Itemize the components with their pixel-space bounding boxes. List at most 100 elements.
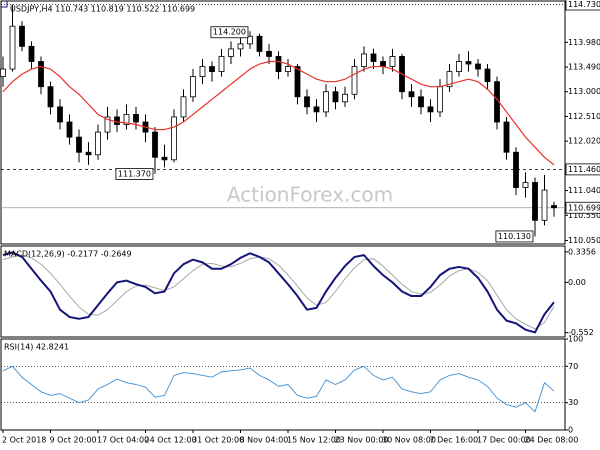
y-tick-label: 0.00 bbox=[568, 278, 586, 287]
macd-signal bbox=[2, 254, 555, 330]
candle-body bbox=[199, 66, 206, 78]
price-annotation: 110.130 bbox=[498, 232, 531, 241]
x-tick-label: 2 Oct 2018 bbox=[2, 436, 46, 445]
label-box bbox=[495, 230, 534, 243]
y-tick-label: 113.980 bbox=[568, 38, 600, 47]
candle-body bbox=[446, 71, 453, 88]
chart-icon bbox=[0, 0, 8, 8]
candle-body bbox=[532, 182, 538, 221]
label-box bbox=[565, 0, 600, 11]
y-tick-label: 110.550 bbox=[568, 211, 600, 220]
candle-body bbox=[247, 35, 253, 45]
x-tick-label: 24 Oct 12:00 bbox=[145, 436, 197, 445]
candle-body bbox=[228, 48, 234, 57]
candle-body bbox=[171, 116, 177, 161]
candle-body bbox=[218, 56, 225, 72]
x-tick-label: 23 Nov 00:00 bbox=[335, 436, 389, 445]
panel-title: USDJPY,H4 110.743 110.819 110.522 110.69… bbox=[10, 5, 195, 14]
candle-body bbox=[19, 25, 25, 47]
candle-body bbox=[123, 114, 130, 125]
y-tick-label: 112.020 bbox=[568, 137, 600, 146]
candle-body bbox=[114, 116, 120, 125]
x-tick-label: 24 Dec 08:00 bbox=[525, 436, 579, 445]
candle-body bbox=[389, 56, 396, 67]
label-box bbox=[565, 201, 600, 214]
x-tick-label: 30 Nov 08:00 bbox=[382, 436, 436, 445]
price-annotation: 114.200 bbox=[213, 28, 246, 37]
candle-body bbox=[323, 91, 329, 113]
x-tick-label: 31 Oct 20:00 bbox=[192, 436, 244, 445]
candle-body bbox=[522, 182, 529, 188]
y-tick-label: 111.040 bbox=[568, 186, 600, 195]
candle-body bbox=[551, 205, 557, 209]
x-tick-label: 7 Dec 16:00 bbox=[430, 436, 479, 445]
candle-body bbox=[152, 131, 158, 158]
candle-body bbox=[95, 131, 101, 156]
y-tick-label: 112.510 bbox=[568, 112, 600, 121]
label-box bbox=[210, 26, 249, 39]
candle-body bbox=[85, 151, 92, 156]
y-tick-label: 100 bbox=[568, 335, 583, 344]
candle-body bbox=[361, 53, 367, 67]
candle-body bbox=[133, 114, 139, 123]
candle-body bbox=[313, 106, 320, 113]
watermark: ActionForex.com bbox=[227, 183, 393, 207]
candle-body bbox=[408, 91, 415, 98]
candle-body bbox=[332, 91, 339, 103]
candle-body bbox=[0, 68, 6, 78]
panel-frame bbox=[0, 245, 566, 338]
candle-body bbox=[28, 45, 35, 62]
x-tick-label: 17 Dec 00:00 bbox=[477, 436, 531, 445]
candle-body bbox=[256, 35, 263, 52]
candle-body bbox=[475, 63, 481, 70]
candle-body bbox=[66, 121, 73, 138]
candle-body bbox=[38, 61, 44, 88]
candle-body bbox=[304, 96, 310, 108]
y-tick-label: 110.050 bbox=[568, 236, 600, 245]
label-box bbox=[565, 163, 600, 176]
y-tick-label: 0 bbox=[568, 426, 573, 435]
candle-body bbox=[484, 68, 491, 83]
candle-body bbox=[275, 56, 282, 72]
candle-body bbox=[418, 96, 424, 108]
y-tick-label: 113.490 bbox=[568, 63, 600, 72]
y-tick-label: 30 bbox=[568, 398, 578, 407]
candle-body bbox=[180, 96, 187, 118]
candle-body bbox=[104, 116, 111, 133]
macd-main bbox=[2, 251, 555, 334]
y-tick-label: -0.552 bbox=[568, 328, 594, 337]
candle-body bbox=[161, 156, 168, 161]
x-tick-label: 17 Oct 04:00 bbox=[97, 436, 149, 445]
y-tick-label: 0.3356 bbox=[568, 247, 596, 256]
candle-body bbox=[190, 76, 196, 98]
candle-body bbox=[513, 151, 519, 188]
y-tick-label: 113.000 bbox=[568, 87, 600, 96]
candle-body bbox=[380, 61, 386, 67]
x-tick-label: 9 Oct 20:00 bbox=[50, 436, 97, 445]
candle-body bbox=[503, 121, 510, 153]
x-tick-label: 8 Nov 04:00 bbox=[240, 436, 289, 445]
price-level-label: 110.699 bbox=[568, 203, 600, 212]
panel-title: RSI(14) 42.8241 bbox=[4, 343, 69, 352]
candle-body bbox=[541, 189, 548, 221]
moving-average bbox=[2, 60, 555, 166]
price-level-label: 111.460 bbox=[568, 165, 600, 174]
rsi-line bbox=[2, 365, 555, 413]
candle-body bbox=[237, 43, 244, 50]
candle-body bbox=[285, 66, 291, 72]
candle-body bbox=[342, 93, 348, 103]
candle-body bbox=[370, 53, 377, 62]
candle-body bbox=[294, 66, 301, 98]
panel-title: MACD(12,26,9) -0.2177 -0.2649 bbox=[4, 250, 132, 259]
price-annotation: 111.370 bbox=[118, 169, 151, 178]
price-level-label: 114.730 bbox=[568, 0, 600, 9]
candle-body bbox=[76, 136, 82, 153]
candle-body bbox=[427, 106, 434, 113]
candle-body bbox=[57, 106, 63, 123]
candle-body bbox=[209, 66, 215, 72]
candle-body bbox=[9, 25, 16, 70]
candle-body bbox=[465, 61, 472, 65]
candle-body bbox=[437, 86, 443, 113]
